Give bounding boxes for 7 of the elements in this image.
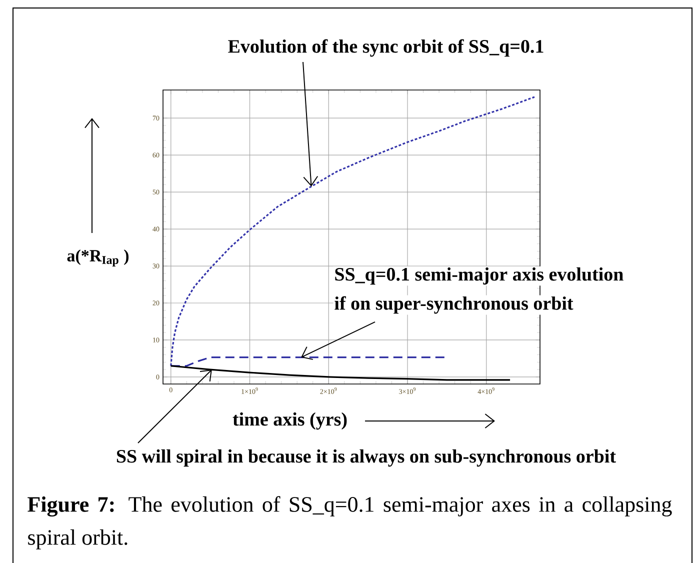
y-axis-title: a(*R$_{Iap}$ ) xyxy=(67,249,129,266)
text: Figure 7: The evolution of SS_q=0.1 semi-major axes in a collapsing spiral orbit. xyxy=(28,496,672,550)
annotation: if on super-synchronous orbit xyxy=(334,296,574,314)
x-axis-title: time axis (yrs) xyxy=(232,412,347,430)
annotation: Evolution of the sync orbit of SS_q=0.1 xyxy=(228,39,544,56)
annotation: SS_q=0.1 semi-major axis evolution xyxy=(335,267,624,284)
annotation: SS will spiral in because it is always on sub-synchronous orbit xyxy=(116,449,616,466)
